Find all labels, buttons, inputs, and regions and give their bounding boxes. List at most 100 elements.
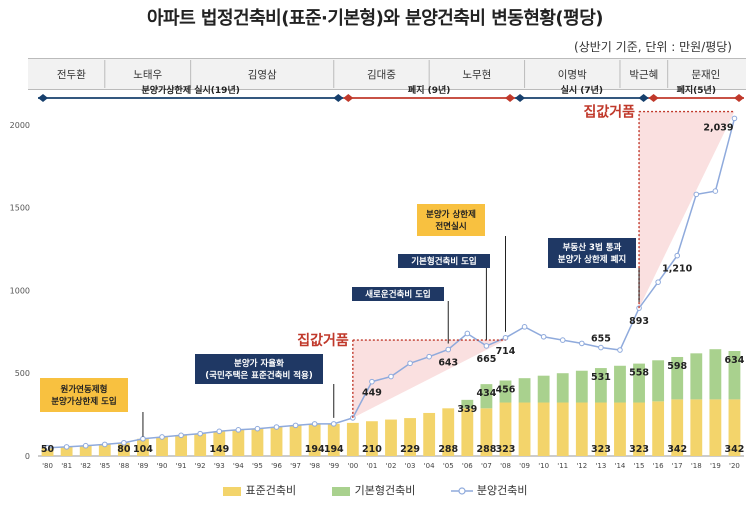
- bar-standard: [213, 431, 226, 456]
- sale-point: [426, 353, 432, 360]
- x-tick-label: '97: [290, 462, 301, 470]
- x-tick-label: '88: [118, 462, 129, 470]
- policy-label: 폐지(5년): [677, 84, 716, 96]
- policy-arrow-head: [333, 94, 344, 102]
- bubble-label: 집값거품: [584, 104, 636, 121]
- policy-arrow-head: [638, 94, 649, 102]
- president-band: [28, 58, 746, 90]
- sale-point: [63, 444, 70, 450]
- x-tick-label: '95: [252, 462, 263, 470]
- x-tick-label: '15: [634, 462, 645, 470]
- x-tick-label: '85: [99, 462, 110, 470]
- y-tick-label: 1000: [10, 286, 30, 295]
- bar-basic: [575, 370, 588, 403]
- bar-standard: [251, 428, 264, 456]
- x-tick-label: '19: [710, 462, 721, 470]
- sale-point: [521, 324, 528, 330]
- sale-point: [82, 442, 89, 449]
- sale-point: [273, 424, 280, 430]
- bar-standard: [41, 447, 54, 456]
- legend-item-standard: 표준건축비: [222, 482, 296, 498]
- president-label: 이명박: [558, 69, 587, 81]
- sale-point: [445, 346, 452, 353]
- legend-label-sale: 분양건축비: [476, 484, 528, 497]
- bar-standard: [117, 442, 130, 456]
- data-label: 893: [629, 316, 649, 327]
- data-label: 1,210: [662, 264, 692, 275]
- sale-point: [216, 428, 223, 435]
- bar-standard: [385, 419, 397, 456]
- bar-basic: [518, 378, 531, 403]
- x-tick-label: '82: [80, 462, 91, 470]
- y-tick-label: 1500: [10, 204, 30, 213]
- x-tick-label: '96: [271, 462, 282, 470]
- annotation-box: [40, 378, 128, 412]
- sale-point: [311, 421, 318, 427]
- legend: 표준건축비 기본형건축비 분양건축비: [0, 482, 750, 498]
- bar-standard: [709, 399, 722, 456]
- president-label: 김대중: [367, 69, 396, 81]
- sale-point: [655, 279, 661, 285]
- bubble-region: [639, 111, 735, 309]
- legend-swatch-standard: [222, 486, 241, 496]
- bar-standard: [633, 402, 645, 456]
- sale-point: [388, 373, 394, 380]
- sale-point: [483, 343, 490, 349]
- annotation-text: (국민주택은 표준건축비 적용): [205, 370, 313, 381]
- data-label: 323: [496, 444, 516, 455]
- sale-point: [559, 337, 566, 343]
- sale-point: [407, 360, 413, 367]
- sale-point: [292, 422, 299, 429]
- x-tick-label: '93: [214, 462, 225, 470]
- sale-point: [330, 421, 337, 427]
- x-tick-label: '11: [557, 462, 568, 470]
- x-tick-label: '14: [615, 462, 626, 470]
- bar-standard: [442, 408, 455, 456]
- bar-standard: [480, 408, 493, 456]
- legend-swatch-sale: [450, 487, 473, 495]
- bar-standard: [98, 444, 111, 456]
- x-tick-label: '01: [366, 462, 377, 470]
- sale-point: [235, 427, 242, 433]
- bar-standard: [461, 408, 474, 456]
- sale-point: [369, 378, 375, 385]
- bar-basic: [614, 365, 626, 403]
- bar-standard: [537, 402, 550, 456]
- x-tick-label: '99: [328, 462, 339, 470]
- data-label: 598: [667, 361, 687, 372]
- bar-basic: [499, 380, 512, 403]
- data-label: 339: [457, 404, 477, 415]
- data-label: 2,039: [703, 122, 733, 133]
- annotation-box: [352, 287, 444, 301]
- chart-title: 아파트 법정건축비(표준·기본형)와 분양건축비 변동현황(평당): [146, 8, 604, 29]
- sale-point: [502, 334, 509, 341]
- bar-standard: [194, 433, 207, 456]
- data-label: 643: [438, 358, 458, 369]
- bar-standard: [270, 427, 283, 456]
- y-tick-label: 2000: [10, 121, 30, 130]
- sale-point: [464, 330, 471, 337]
- sale-point: [121, 439, 127, 446]
- bar-basic: [461, 399, 474, 409]
- bar-basic: [709, 349, 722, 400]
- policy-label: 분양가상한제 실시(19년): [141, 84, 239, 96]
- bar-basic: [480, 384, 493, 409]
- x-tick-label: '20: [729, 462, 740, 470]
- sale-point: [540, 333, 547, 340]
- bar-standard: [556, 402, 569, 456]
- bar-standard: [232, 429, 245, 456]
- bar-standard: [60, 446, 73, 456]
- bubble-label: 집값거품: [297, 332, 349, 349]
- sale-point: [598, 344, 604, 351]
- data-label: 449: [362, 388, 382, 399]
- bar-standard: [327, 423, 340, 456]
- bar-standard: [79, 445, 92, 456]
- x-tick-label: '08: [500, 462, 511, 470]
- sale-point: [579, 340, 585, 347]
- policy-arrow-head: [648, 94, 659, 102]
- bubble-region: [352, 340, 506, 418]
- data-label: 229: [400, 444, 420, 455]
- legend-item-basic: 기본형건축비: [331, 482, 415, 498]
- data-label: 80: [117, 444, 131, 455]
- annotation-box: [417, 204, 485, 236]
